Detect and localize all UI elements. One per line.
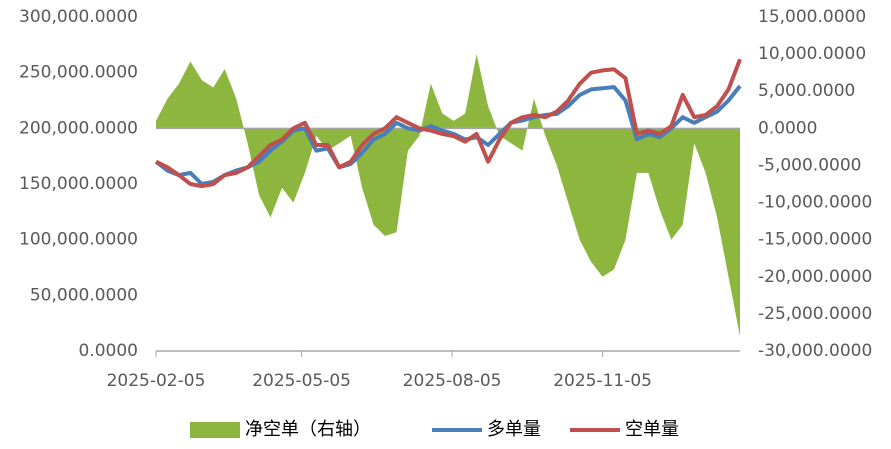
y-tick-label: 50,000.0000 <box>30 285 138 305</box>
y2-tick-label: 0.0000 <box>758 118 817 138</box>
y2-tick-label: -20,000.0000 <box>758 267 872 287</box>
x-tick-label: 2025-08-05 <box>403 371 502 391</box>
y2-tick-label: -5,000.0000 <box>758 155 861 175</box>
y2-tick-label: -15,000.0000 <box>758 230 872 250</box>
y-tick-label: 100,000.0000 <box>19 230 138 250</box>
y2-tick-label: -30,000.0000 <box>758 341 872 361</box>
y2-tick-label: -25,000.0000 <box>758 304 872 324</box>
x-tick-label: 2025-02-05 <box>107 371 206 391</box>
y-tick-label: 250,000.0000 <box>19 63 138 83</box>
series-line <box>155 58 742 189</box>
y2-tick-label: 15,000.0000 <box>758 7 866 27</box>
legend-label: 多单量 <box>487 419 541 440</box>
legend-label: 空单量 <box>625 419 679 440</box>
y2-tick-label: 10,000.0000 <box>758 44 866 64</box>
y-tick-label: 300,000.0000 <box>19 7 138 27</box>
y-tick-label: 0.0000 <box>79 341 138 361</box>
x-tick-label: 2025-05-05 <box>252 371 351 391</box>
y2-tick-label: -10,000.0000 <box>758 193 872 213</box>
legend-label: 净空单（右轴） <box>245 419 371 440</box>
net-short-area <box>156 54 740 337</box>
x-tick-label: 2025-11-05 <box>553 371 652 391</box>
y-tick-label: 200,000.0000 <box>19 118 138 138</box>
y-tick-label: 150,000.0000 <box>19 174 138 194</box>
y2-tick-label: 5,000.0000 <box>758 81 855 101</box>
legend-swatch <box>190 422 240 438</box>
